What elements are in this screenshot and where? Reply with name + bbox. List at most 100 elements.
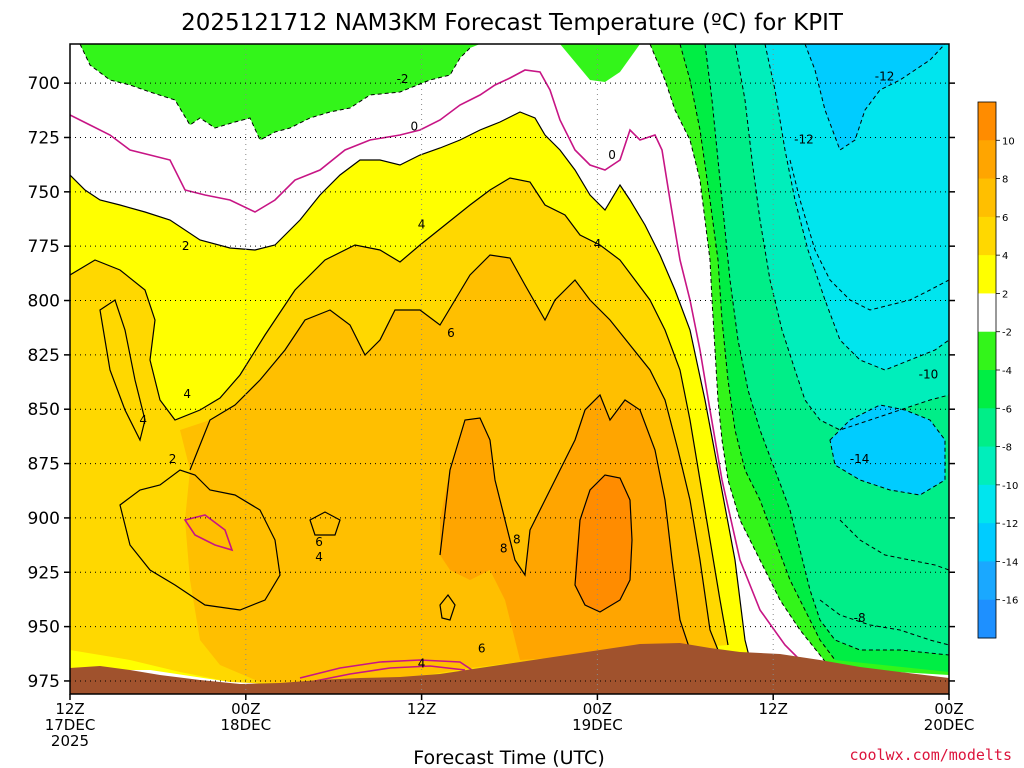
contour-label: 6 xyxy=(447,326,455,340)
region-blue-lower xyxy=(830,405,945,495)
x-tick-label: 12Z xyxy=(55,700,84,718)
colorbar-swatch xyxy=(978,255,996,294)
contour-label: 6 xyxy=(478,641,486,655)
cold-contour-e xyxy=(734,44,949,431)
contour-line-2b xyxy=(119,469,281,611)
contour-line-2 xyxy=(70,111,751,661)
contour-lines xyxy=(70,111,751,661)
chart-title: 2025121712 NAM3KM Forecast Temperature (… xyxy=(181,10,844,36)
colorbar-swatch xyxy=(978,102,996,141)
x-tick-label: 18DEC xyxy=(221,716,272,734)
region-cold-green-upper2 xyxy=(560,44,640,82)
y-tick-label: 925 xyxy=(28,563,60,583)
colorbar-label: 2 xyxy=(1002,289,1008,300)
plot-frame xyxy=(69,43,950,695)
colorbar-label: 6 xyxy=(1002,213,1008,224)
plot-area xyxy=(70,44,949,694)
colorbar-swatch xyxy=(978,293,996,333)
y-tick-label: 950 xyxy=(28,618,60,638)
terrain xyxy=(70,643,949,694)
x-tick-label: 12Z xyxy=(759,700,788,718)
contour-label: 4 xyxy=(594,237,602,251)
colorbar-label: -4 xyxy=(1002,366,1012,377)
y-tick-label: 875 xyxy=(28,455,60,475)
y-tick-label: 850 xyxy=(28,400,60,420)
colorbar-swatch xyxy=(978,599,996,639)
cold-contours xyxy=(79,44,949,669)
contour-label: 0 xyxy=(608,148,616,162)
x-tick-label: 00Z xyxy=(231,700,260,718)
cold-contour-d xyxy=(704,44,949,656)
y-tick-label: 900 xyxy=(28,509,60,529)
contour-line-4b xyxy=(99,299,146,442)
colorbar-swatch xyxy=(978,523,996,562)
region-deep-orange xyxy=(575,475,632,612)
contour-label: 8 xyxy=(513,533,521,547)
y-tick-label: 750 xyxy=(28,183,60,203)
credit-text: coolwx.com/modelts xyxy=(849,746,1012,764)
cold-contour-f xyxy=(764,44,949,371)
contour-label: 4 xyxy=(183,387,191,401)
contour-line-10 xyxy=(574,474,633,613)
contour-line-4 xyxy=(70,177,729,646)
contour-line-6b xyxy=(309,511,341,536)
y-tick-label: 825 xyxy=(28,346,60,366)
colorbar-swatch xyxy=(978,484,996,524)
colorbar-swatch xyxy=(978,331,996,371)
contour-line-8 xyxy=(439,393,691,651)
y-tick-label: 775 xyxy=(28,237,60,257)
contour-label: -14 xyxy=(850,452,870,466)
y-tick-label: 725 xyxy=(28,128,60,148)
contour-line-8b xyxy=(439,593,456,621)
colorbar-label: -6 xyxy=(1002,404,1012,415)
contour-label: 2 xyxy=(182,239,190,253)
y-tick-label: 700 xyxy=(28,74,60,94)
colorbar-label: 10 xyxy=(1002,136,1015,147)
freezing-line-surface xyxy=(299,659,476,679)
contour-line-6 xyxy=(189,254,719,651)
contour-label: -10 xyxy=(919,367,939,381)
x-tick-label: 20DEC xyxy=(924,716,975,734)
region-cold-green-upper xyxy=(80,44,480,140)
colorbar-label: 8 xyxy=(1002,175,1008,186)
contour-label: 6 xyxy=(315,535,323,549)
region-cyan xyxy=(765,44,949,370)
freezing-line-surface2 xyxy=(309,665,466,683)
cold-contour-k xyxy=(819,599,949,646)
colorbar-swatch xyxy=(978,561,996,601)
colorbar-label: -10 xyxy=(1002,481,1018,492)
x-tick-label: 2025 xyxy=(51,732,89,750)
cold-contour-j xyxy=(839,519,949,571)
colorbar-label: -8 xyxy=(1002,443,1012,454)
contour-label: 2 xyxy=(169,452,177,466)
y-tick-label: 800 xyxy=(28,292,60,312)
y-tick-label: 975 xyxy=(28,672,60,692)
contour-label: 8 xyxy=(500,541,508,555)
region-blue-top xyxy=(805,44,945,150)
cold-contour-g xyxy=(804,44,946,151)
colorbar-swatch xyxy=(978,216,996,256)
contour-label: 0 xyxy=(410,120,418,134)
contour-label: 4 xyxy=(418,217,426,231)
contour-label: 4 xyxy=(418,657,426,671)
colorbar-label: -16 xyxy=(1002,596,1018,607)
contour-label: -12 xyxy=(875,70,895,84)
colorbar-label: -2 xyxy=(1002,328,1012,339)
colorbar-swatch xyxy=(978,370,996,409)
contour-label: -8 xyxy=(854,611,866,625)
contour-label: -2 xyxy=(397,72,409,86)
x-tick-label: 19DEC xyxy=(572,716,623,734)
contour-label: 4 xyxy=(315,550,323,564)
x-tick-label: 00Z xyxy=(583,700,612,718)
region-orange xyxy=(440,395,690,660)
x-tick-label: 12Z xyxy=(407,700,436,718)
colorbar-label: -14 xyxy=(1002,557,1018,568)
x-axis-label: Forecast Time (UTC) xyxy=(413,747,604,768)
colorbar-swatch xyxy=(978,408,996,448)
freezing-line-main xyxy=(70,69,801,661)
colorbar: 10 8 6 4 2 -2 -4 -6 -8 -10 -12 -14 -16 xyxy=(977,101,1018,639)
x-tick-label: 17DEC xyxy=(45,716,96,734)
